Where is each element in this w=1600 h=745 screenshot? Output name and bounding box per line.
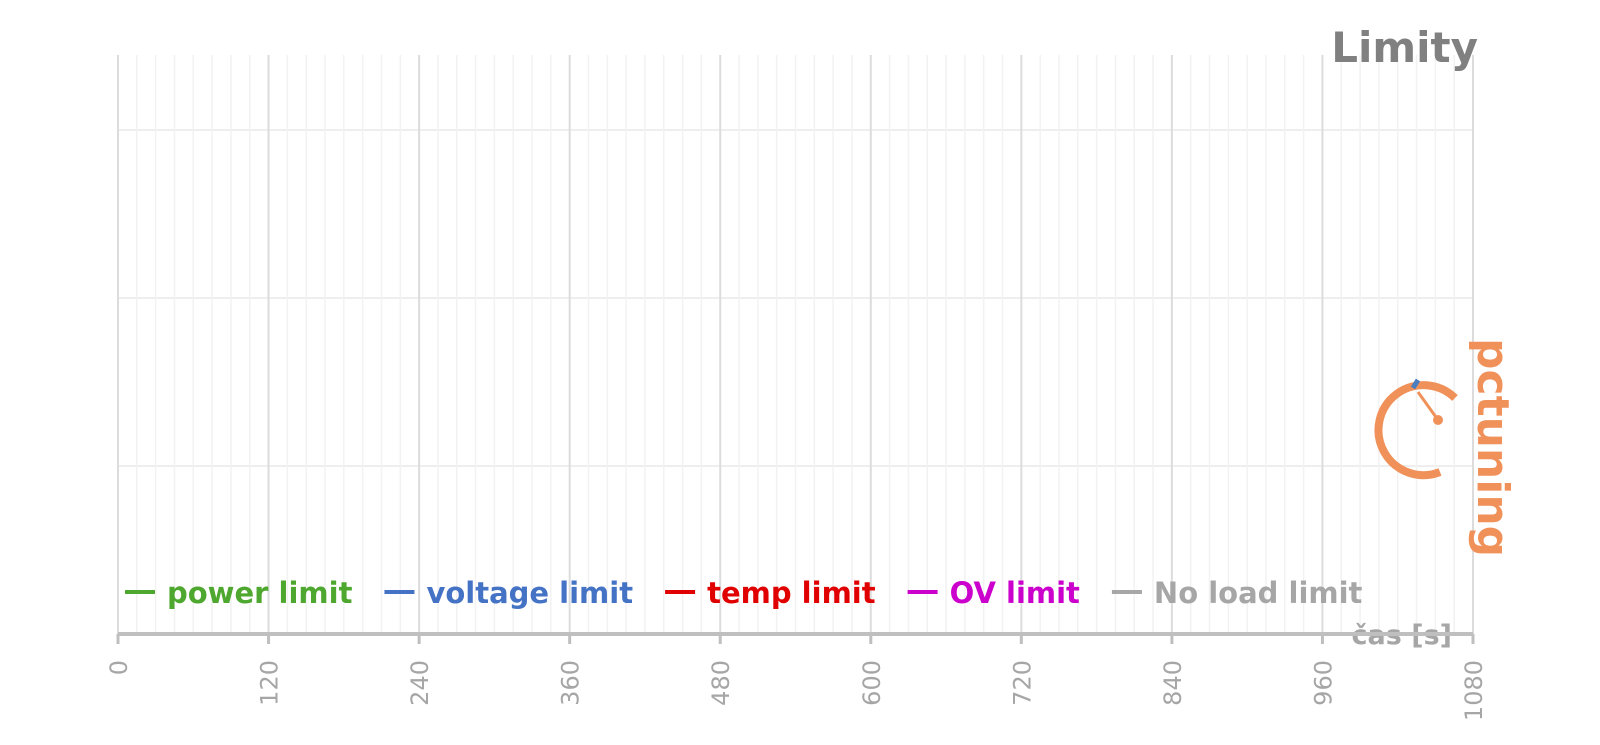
legend-label: No load limit — [1154, 576, 1363, 610]
logo-mark — [1410, 378, 1421, 390]
logo-hub — [1433, 415, 1443, 425]
x-tick-label: 600 — [858, 660, 886, 706]
legend-label: voltage limit — [426, 576, 633, 610]
grid — [117, 55, 1474, 634]
x-tick-label: 1080 — [1460, 660, 1488, 721]
watermark-logo: pctuning — [1374, 338, 1518, 557]
x-tick-label: 240 — [406, 660, 434, 706]
legend-label: OV limit — [950, 576, 1080, 610]
x-tick-label: 840 — [1159, 660, 1187, 706]
watermark: pctuning — [1467, 338, 1518, 557]
legend-label: temp limit — [707, 576, 876, 610]
logo-arc — [1374, 381, 1458, 480]
x-tick-label: 960 — [1309, 660, 1337, 706]
x-tick-label: 360 — [557, 660, 585, 706]
x-tick-label: 120 — [256, 660, 284, 706]
x-tick-label: 0 — [105, 660, 133, 675]
legend-label: power limit — [167, 576, 353, 610]
x-tick-label: 720 — [1008, 660, 1036, 706]
logo-needle — [1416, 391, 1440, 421]
x-tick-label: 480 — [707, 660, 735, 706]
chart-title: Limity — [1331, 23, 1478, 72]
